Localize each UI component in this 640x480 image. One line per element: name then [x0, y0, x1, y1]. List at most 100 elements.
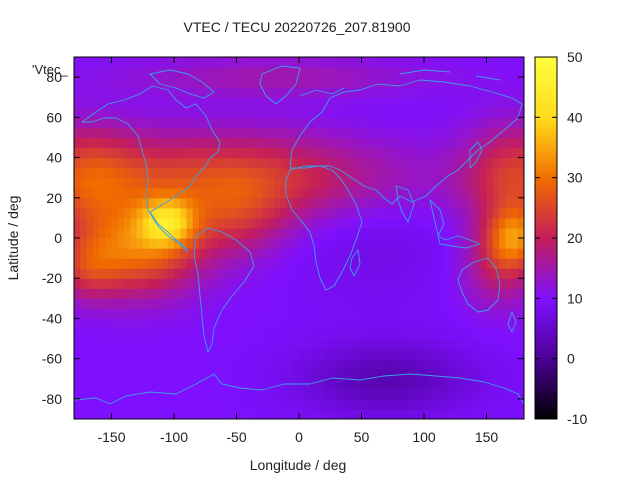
heatmap-cell [192, 308, 200, 320]
heatmap-cell [217, 157, 225, 169]
heatmap-cell [349, 298, 356, 309]
heatmap-cell [342, 197, 350, 209]
heatmap-cell [274, 147, 281, 159]
heatmap-cell [299, 408, 306, 419]
heatmap-cell [274, 258, 281, 269]
heatmap-cell [80, 197, 88, 209]
heatmap-cell [367, 97, 375, 108]
heatmap-cell [499, 197, 506, 209]
heatmap-cell [224, 167, 231, 179]
heatmap-cell [317, 117, 325, 128]
heatmap-cell [436, 87, 444, 98]
heatmap-cell [317, 248, 325, 259]
heatmap-cell [299, 207, 306, 219]
heatmap-cell [180, 157, 188, 169]
heatmap-cell [86, 268, 94, 279]
coastline-madagascar [349, 249, 361, 277]
heatmap-cell [480, 348, 488, 360]
heatmap-cell [336, 57, 344, 68]
heatmap-cell [242, 408, 250, 419]
heatmap-cell [380, 217, 388, 229]
heatmap-cell [74, 117, 81, 128]
heatmap-cell [205, 127, 213, 139]
heatmap-cell [305, 348, 313, 360]
heatmap-cell [461, 398, 469, 410]
heatmap-cell [436, 217, 444, 229]
heatmap-cell [267, 197, 275, 209]
heatmap-cell [86, 217, 94, 229]
heatmap-cell [517, 378, 524, 390]
heatmap-cell [499, 217, 506, 229]
heatmap-cell [374, 348, 381, 360]
heatmap-cell [199, 258, 206, 269]
heatmap-cell [492, 268, 500, 279]
heatmap-cell [399, 107, 406, 118]
heatmap-cell [417, 408, 425, 419]
heatmap-cell [417, 187, 425, 199]
heatmap-cell [455, 87, 463, 98]
heatmap-cell [205, 378, 213, 390]
heatmap-cell [149, 268, 156, 279]
heatmap-cell [405, 388, 413, 400]
heatmap-cell [386, 358, 394, 370]
heatmap-cell [405, 187, 413, 199]
heatmap-cell [142, 117, 150, 128]
heatmap-cell [92, 368, 100, 380]
heatmap-cell [367, 388, 375, 400]
heatmap-cell [411, 107, 419, 118]
heatmap-cell [342, 137, 350, 149]
heatmap-cell [455, 318, 463, 330]
heatmap-cell [174, 157, 181, 169]
heatmap-cell [499, 147, 506, 159]
heatmap-cell [224, 207, 231, 219]
heatmap-cell [205, 67, 213, 78]
heatmap-cell [374, 207, 381, 219]
heatmap-cell [305, 97, 313, 108]
heatmap-cell [142, 137, 150, 149]
heatmap-cell [255, 378, 263, 390]
heatmap-cell [486, 328, 494, 340]
heatmap-cell [274, 117, 281, 128]
heatmap-cell [224, 107, 231, 118]
heatmap-cell [292, 248, 300, 259]
heatmap-cell [517, 177, 524, 189]
heatmap-cell [311, 278, 319, 289]
heatmap-cell [430, 288, 438, 299]
heatmap-cell [74, 127, 81, 139]
heatmap-cell [292, 278, 300, 289]
heatmap-cell [261, 227, 269, 239]
heatmap-cell [92, 408, 100, 419]
heatmap-cell [355, 398, 363, 410]
heatmap-cell [380, 378, 388, 390]
heatmap-cell [305, 187, 313, 199]
heatmap-cell [255, 318, 263, 330]
heatmap-cell [255, 107, 263, 118]
heatmap-cell [286, 137, 294, 149]
heatmap-cell [249, 227, 256, 239]
heatmap-cell [130, 147, 138, 159]
heatmap-cell [330, 368, 338, 380]
heatmap-cell [274, 217, 281, 229]
heatmap-cell [111, 137, 119, 149]
heatmap-cell [174, 278, 181, 289]
heatmap-cell [292, 157, 300, 169]
heatmap-cell [205, 207, 213, 219]
heatmap-cell [517, 278, 524, 289]
heatmap-cell [336, 238, 344, 249]
heatmap-cell [330, 207, 338, 219]
heatmap-cell [367, 67, 375, 78]
heatmap-cell [149, 77, 156, 88]
heatmap-cell [499, 288, 506, 299]
heatmap-cell [511, 197, 519, 209]
y-tick-label: -40 [42, 310, 62, 326]
heatmap-cell [317, 408, 325, 419]
y-tick-label: 60 [46, 109, 62, 125]
heatmap-cell [192, 217, 200, 229]
heatmap-cell [411, 87, 419, 98]
heatmap-cell [299, 167, 306, 179]
heatmap-cell [199, 147, 206, 159]
heatmap-cell [311, 298, 319, 309]
heatmap-cell [374, 147, 381, 159]
heatmap-cell [80, 137, 88, 149]
heatmap-cell [142, 298, 150, 309]
